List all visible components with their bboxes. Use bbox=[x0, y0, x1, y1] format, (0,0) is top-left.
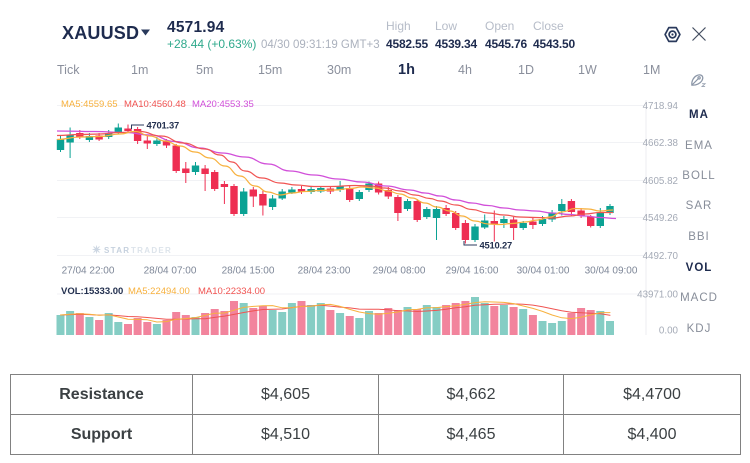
svg-text:27/04 22:00: 27/04 22:00 bbox=[62, 266, 115, 277]
svg-text:4549.26: 4549.26 bbox=[643, 213, 679, 224]
svg-text:29/04 08:00: 29/04 08:00 bbox=[373, 266, 426, 277]
svg-text:28/04 15:00: 28/04 15:00 bbox=[222, 266, 275, 277]
svg-text:MA10:4560.48: MA10:4560.48 bbox=[124, 99, 186, 110]
svg-text:30/04 01:00: 30/04 01:00 bbox=[517, 266, 570, 277]
svg-text:VOL:15333.00: VOL:15333.00 bbox=[61, 286, 123, 297]
svg-text:STAR: STAR bbox=[104, 246, 130, 255]
svg-text:0.00: 0.00 bbox=[659, 325, 679, 336]
svg-text:4510.27: 4510.27 bbox=[480, 240, 513, 251]
svg-text:28/04 23:00: 28/04 23:00 bbox=[298, 266, 351, 277]
svg-text:30/04 09:00: 30/04 09:00 bbox=[585, 266, 638, 277]
svg-text:4718.94: 4718.94 bbox=[643, 101, 679, 112]
svg-text:MA5:4559.65: MA5:4559.65 bbox=[61, 99, 118, 110]
svg-text:MA10:22334.00: MA10:22334.00 bbox=[198, 286, 265, 297]
svg-text:TRADER: TRADER bbox=[131, 246, 172, 255]
svg-text:4662.38: 4662.38 bbox=[643, 138, 679, 149]
svg-text:4701.37: 4701.37 bbox=[147, 120, 180, 131]
svg-text:28/04 07:00: 28/04 07:00 bbox=[144, 266, 197, 277]
svg-text:43971.00: 43971.00 bbox=[637, 289, 678, 300]
svg-text:MA5:22494.00: MA5:22494.00 bbox=[128, 286, 190, 297]
svg-text:4605.82: 4605.82 bbox=[643, 176, 678, 187]
svg-text:4492.70: 4492.70 bbox=[643, 251, 679, 262]
svg-text:MA20:4553.35: MA20:4553.35 bbox=[192, 99, 254, 110]
svg-text:29/04 16:00: 29/04 16:00 bbox=[446, 266, 499, 277]
